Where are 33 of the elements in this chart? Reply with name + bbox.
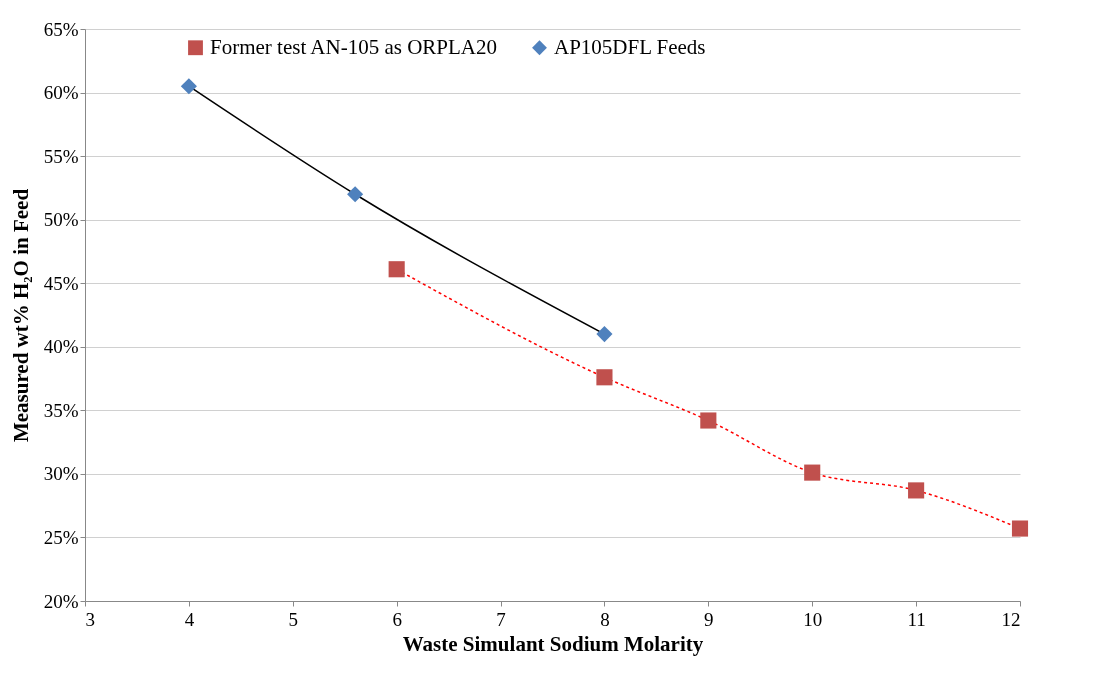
- point: [804, 464, 821, 481]
- x-tick-label: 8: [600, 608, 610, 630]
- point: [596, 326, 613, 343]
- x-tick-label: 12: [1001, 608, 1021, 630]
- y-tick-label: 45%: [43, 272, 79, 294]
- point: [1011, 520, 1029, 537]
- x-tick-label: 4: [184, 608, 195, 630]
- point: [908, 482, 925, 499]
- point: [347, 186, 364, 203]
- y-tick-label: 20%: [43, 590, 79, 612]
- legend-label: AP105DFL Feeds: [554, 34, 706, 59]
- x-tick-label: 5: [288, 608, 299, 630]
- x-tick-label: 9: [704, 608, 714, 630]
- y-tick-label: 30%: [43, 463, 79, 485]
- x-tick-label: 10: [803, 608, 823, 630]
- x-tick-label: 11: [907, 608, 926, 630]
- point: [388, 261, 405, 278]
- point: [180, 78, 197, 95]
- y-tick-label: 55%: [43, 145, 79, 167]
- y-tick-label: 25%: [43, 526, 79, 548]
- x-tick-label: 3: [85, 608, 95, 630]
- legend-label: Former test AN-105 as ORPLA20: [210, 34, 497, 59]
- point: [700, 412, 717, 429]
- y-tick-label: 65%: [43, 18, 79, 40]
- y-tick-label: 35%: [43, 399, 79, 421]
- x-tick-label: 6: [392, 608, 402, 630]
- y-tick-label: 40%: [43, 336, 79, 358]
- x-tick-label: 7: [496, 608, 506, 630]
- y-axis-title: Measured wt% H₂O in Feed: [8, 188, 33, 443]
- point: [596, 369, 613, 386]
- y-tick-label: 60%: [43, 82, 79, 104]
- x-axis-title: Waste Simulant Sodium Molarity: [402, 631, 704, 656]
- y-tick-label: 50%: [43, 209, 79, 231]
